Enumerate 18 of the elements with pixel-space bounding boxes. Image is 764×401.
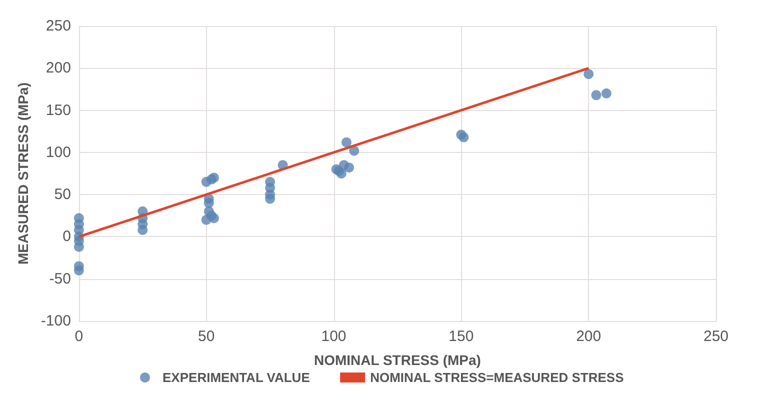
x-axis-title: NOMINAL STRESS (MPa) [314,352,481,368]
y-tick-label: 50 [54,186,71,204]
y-tick-label: 200 [46,60,71,77]
y-tick-label: -50 [49,270,71,288]
y-tick-label: 0 [62,228,71,246]
y-tick-label: -100 [40,312,71,330]
x-tick-label: 0 [74,328,84,345]
legend-label: EXPERIMENTAL VALUE [162,370,310,385]
y-axis-title: MEASURED STRESS (MPa) [15,82,31,265]
legend-label: NOMINAL STRESS=MEASURED STRESS [370,370,624,385]
x-tick-label: 100 [321,328,346,345]
y-tick-label: 250 [46,18,71,34]
x-tick-label: 200 [576,328,602,345]
x-tick-label: 250 [703,328,729,345]
y-tick-label: 150 [46,102,71,119]
x-tick-label: 50 [198,328,215,345]
y-tick-label: 100 [46,144,71,161]
x-tick-label: 150 [448,328,474,345]
